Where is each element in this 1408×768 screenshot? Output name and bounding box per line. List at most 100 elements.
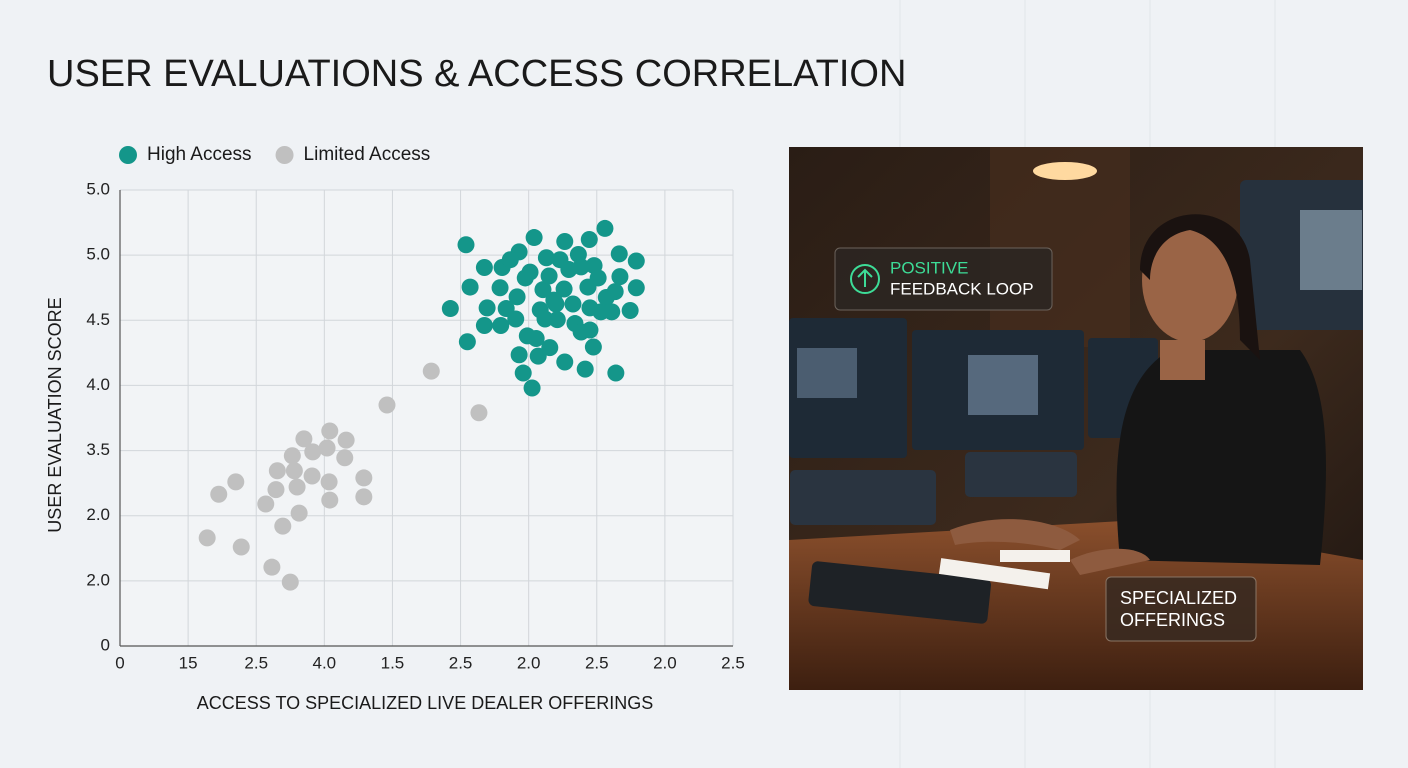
chart-title: USER EVALUATIONS & ACCESS CORRELATION	[47, 53, 906, 95]
x-axis-label: ACCESS TO SPECIALIZED LIVE DEALER OFFERI…	[197, 693, 653, 713]
data-point	[475, 259, 493, 277]
data-point	[267, 481, 285, 499]
data-point	[288, 478, 306, 496]
data-point	[610, 245, 628, 263]
data-point	[572, 258, 590, 276]
data-point	[525, 229, 543, 247]
x-tick-label: 4.0	[313, 653, 337, 672]
y-tick-label: 4.0	[86, 375, 110, 394]
data-point	[268, 462, 286, 480]
x-tick-label: 0	[115, 653, 124, 672]
data-point	[592, 303, 610, 321]
data-point	[475, 316, 493, 334]
data-point	[556, 232, 574, 250]
data-point	[501, 251, 519, 269]
data-point	[536, 310, 554, 328]
data-point	[555, 280, 573, 298]
data-point	[497, 300, 515, 318]
x-tick-label: 2.0	[653, 653, 677, 672]
x-tick-label: 2.5	[244, 653, 268, 672]
data-point	[518, 327, 536, 345]
data-point	[470, 404, 488, 422]
x-tick-label: 2.0	[517, 653, 541, 672]
x-tick-label: 1.5	[381, 653, 405, 672]
data-point	[318, 439, 336, 457]
y-tick-label: 4.5	[86, 310, 110, 329]
data-point	[457, 236, 475, 254]
data-point	[534, 281, 552, 299]
data-point	[491, 279, 509, 297]
badge-text: FEEDBACK LOOP	[890, 279, 1034, 298]
data-point	[441, 300, 459, 318]
data-point	[337, 431, 355, 449]
y-tick-label: 5.0	[86, 179, 110, 198]
legend-marker	[275, 146, 294, 164]
data-point	[564, 295, 582, 313]
data-point	[606, 283, 624, 301]
data-point	[548, 311, 566, 329]
data-point	[607, 364, 625, 382]
data-point	[227, 473, 245, 491]
data-point	[458, 333, 476, 351]
data-point	[321, 491, 339, 509]
data-point	[281, 573, 299, 591]
data-point	[576, 360, 594, 378]
data-point	[257, 495, 275, 513]
data-point	[589, 269, 607, 287]
data-point	[627, 279, 645, 297]
y-tick-label: 3.5	[86, 440, 110, 459]
data-point	[304, 443, 322, 461]
data-point	[523, 379, 541, 397]
data-point	[545, 291, 563, 309]
data-point	[320, 473, 338, 491]
data-point	[621, 302, 639, 320]
badge-label: POSITIVE	[890, 258, 968, 277]
legend-label: Limited Access	[304, 144, 431, 165]
data-point	[263, 558, 281, 576]
data-point	[529, 347, 547, 365]
data-point	[537, 249, 555, 267]
legend-marker	[119, 146, 137, 164]
data-point	[378, 396, 396, 414]
data-point	[336, 449, 354, 467]
data-point	[510, 346, 528, 364]
data-point	[303, 467, 321, 485]
data-point	[295, 430, 313, 448]
data-point	[581, 321, 599, 339]
data-point	[290, 504, 308, 522]
data-point	[355, 469, 373, 487]
y-tick-label: 0	[101, 635, 110, 654]
data-point	[461, 278, 479, 296]
data-point	[611, 268, 629, 286]
data-point	[580, 231, 598, 249]
data-point	[210, 485, 228, 503]
x-tick-label: 2.5	[449, 653, 473, 672]
x-tick-label: 15	[179, 653, 198, 672]
badge-feedback: POSITIVE FEEDBACK LOOP	[834, 247, 1053, 311]
data-point	[274, 517, 292, 535]
plot-area: 0 15 2.5 4.0 1.5 2.5 2.0 2.5 2.0 2.5 0 2.0 2.0 3.5 4.0…	[86, 179, 744, 672]
data-point	[321, 422, 339, 440]
data-point	[422, 362, 440, 380]
data-point	[556, 353, 574, 371]
legend-label: High Access	[147, 144, 252, 165]
y-axis-label: USER EVALUATION SCORE	[45, 297, 65, 532]
badge-text: OFFERINGS	[1120, 610, 1225, 630]
data-point	[355, 488, 373, 506]
x-tick-label: 2.5	[721, 653, 745, 672]
y-tick-label: 2.0	[86, 570, 110, 589]
data-point	[508, 288, 526, 306]
photo	[789, 147, 1363, 690]
data-point	[627, 252, 645, 270]
y-tick-label: 2.0	[86, 505, 110, 524]
data-point	[198, 529, 216, 547]
data-point	[514, 364, 532, 382]
data-point	[596, 219, 614, 237]
data-point	[232, 538, 250, 556]
data-point	[584, 338, 602, 356]
y-tick-label: 5.0	[86, 245, 110, 264]
data-point	[478, 299, 496, 317]
badge-text: SPECIALIZED	[1120, 588, 1237, 608]
